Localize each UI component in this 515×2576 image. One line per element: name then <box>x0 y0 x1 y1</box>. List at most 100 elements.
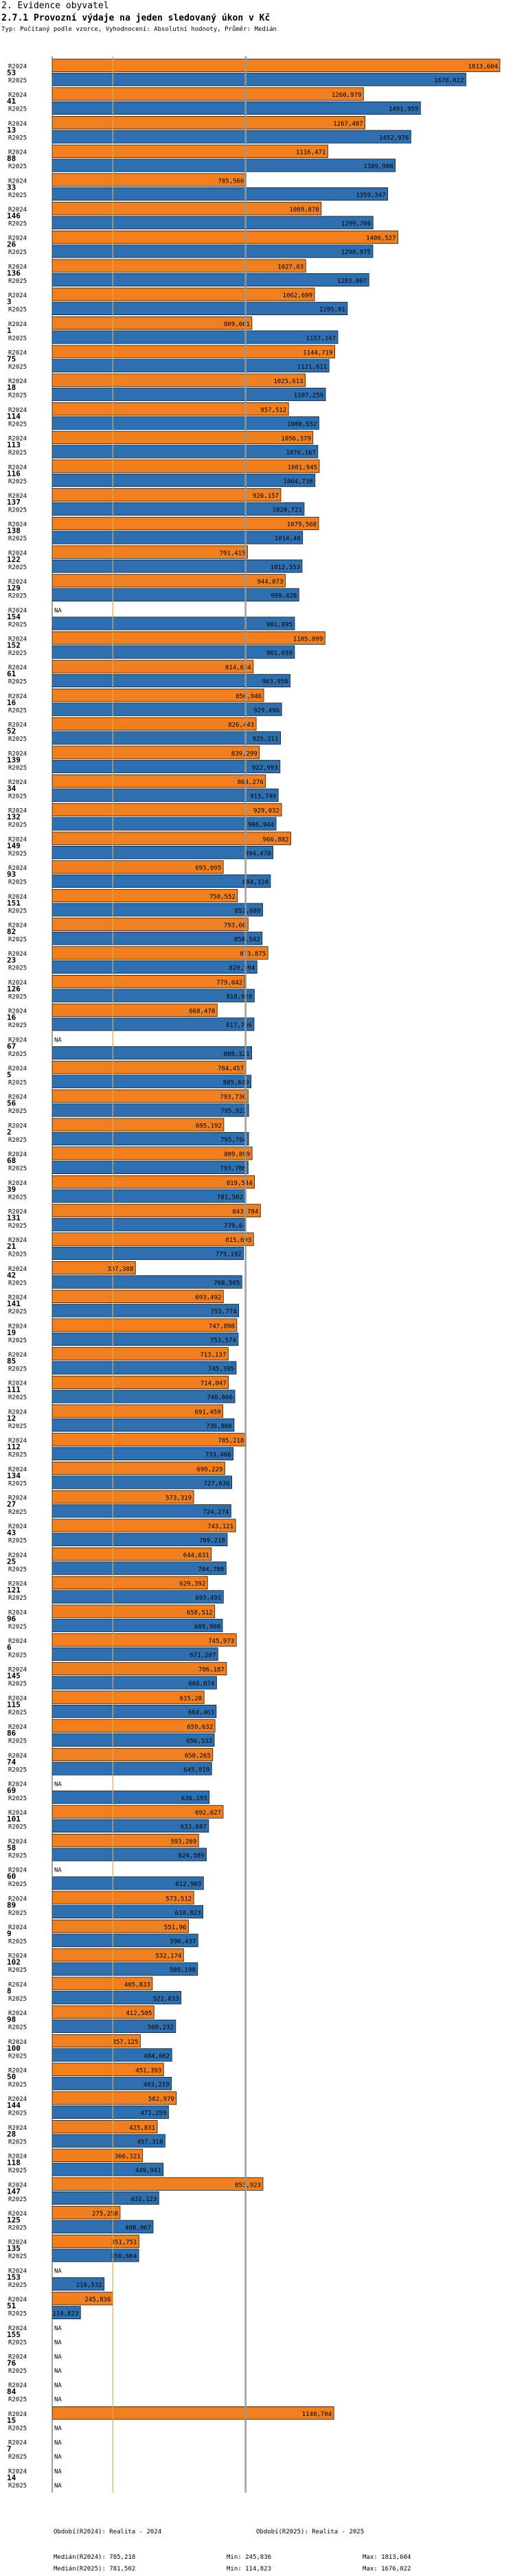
series-label: R2025 <box>8 2111 27 2117</box>
bar-value-label: 337,388 <box>107 1266 133 1273</box>
bar-value-label: 245,836 <box>84 2297 111 2303</box>
bar-value-label: 817,756 <box>226 1022 252 1029</box>
bar-value-label: 850,542 <box>234 936 260 943</box>
group-label: 89 <box>7 1900 16 1909</box>
bar-value-label: 926,157 <box>253 493 279 500</box>
bar-2024 <box>52 917 249 931</box>
bar-value-label: 853,923 <box>235 2182 261 2189</box>
series-label: R2024 <box>8 1467 27 1473</box>
bar-value-label: 1267,407 <box>333 121 363 128</box>
bar-value-label: 795,764 <box>220 1137 247 1144</box>
bar-value-label: NA <box>54 2483 62 2489</box>
bar-value-label: 573,319 <box>165 1495 192 1502</box>
series-label: R2025 <box>8 593 27 600</box>
series-label: R2024 <box>8 350 27 357</box>
bar-2024 <box>52 173 247 187</box>
series-label: R2024 <box>8 64 27 71</box>
bar-2024 <box>52 545 248 559</box>
bar-value-label: 805,639 <box>223 1080 249 1087</box>
group-label: 88 <box>7 154 16 163</box>
series-label: R2024 <box>8 1638 27 1645</box>
bar-value-label: 1140,704 <box>302 2411 332 2418</box>
bar-value-label: NA <box>54 1037 62 1044</box>
bar-value-label: 791,415 <box>220 550 246 557</box>
bar-value-label: 659,632 <box>187 1724 213 1731</box>
series-label: R2025 <box>8 1967 27 1974</box>
group-label: 118 <box>7 2159 21 2167</box>
group-label: 146 <box>7 211 21 220</box>
series-label: R2024 <box>8 1323 27 1330</box>
bar-2025 <box>52 1074 252 1088</box>
bar-2024 <box>52 202 322 216</box>
series-label: R2024 <box>8 1896 27 1902</box>
bar-2025 <box>52 1160 249 1174</box>
bar-value-label: 1283,067 <box>337 278 367 285</box>
group-label: 96 <box>7 1614 16 1623</box>
series-label: R2024 <box>8 2182 27 2189</box>
series-label: R2024 <box>8 608 27 614</box>
series-label: R2025 <box>8 1194 27 1201</box>
group-label: 76 <box>7 2359 16 2368</box>
bar-value-label: 793,786 <box>220 1166 246 1173</box>
bar-value-label: 750,552 <box>209 894 236 901</box>
group-label: 126 <box>7 985 21 993</box>
series-label: R2025 <box>8 2139 27 2146</box>
series-label: R2025 <box>8 1910 27 1917</box>
group-label: 50 <box>7 2073 16 2082</box>
bar-value-label: 775,192 <box>216 1252 242 1258</box>
bar-value-label: 785,218 <box>218 1438 244 1445</box>
series-label: R2024 <box>8 808 27 815</box>
series-label: R2024 <box>8 464 27 471</box>
group-label: 137 <box>7 498 21 507</box>
group-label: 138 <box>7 527 21 536</box>
bar-value-label: 1452,976 <box>379 135 409 141</box>
bar-2025 <box>52 130 411 143</box>
group-label: 58 <box>7 1843 16 1852</box>
bar-value-label: NA <box>54 2454 62 2461</box>
bar-2025 <box>52 387 326 402</box>
bar-value-label: 357,125 <box>112 2039 138 2046</box>
group-label: 14 <box>7 2473 16 2482</box>
series-label: R2025 <box>8 1996 27 2003</box>
series-label: R2025 <box>8 2053 27 2060</box>
bar-value-label: NA <box>54 2468 62 2475</box>
bar-2025 <box>52 788 279 802</box>
series-label: R2025 <box>8 2082 27 2089</box>
bar-value-label: 1389,988 <box>363 163 393 170</box>
group-label: 139 <box>7 755 21 764</box>
bar-2024 <box>52 259 306 273</box>
series-label: R2024 <box>8 1037 27 1044</box>
bar-2024 <box>52 373 306 387</box>
group-label: 68 <box>7 1156 16 1165</box>
bar-value-label: 693,491 <box>195 1595 221 1602</box>
bar-2024 <box>52 774 266 788</box>
series-label: R2025 <box>8 78 27 84</box>
bar-value-label: 745,973 <box>208 1638 234 1645</box>
bar-value-label: 658,512 <box>187 1609 213 1616</box>
bar-2025 <box>52 187 389 201</box>
series-label: R2024 <box>8 2154 27 2161</box>
group-label: 56 <box>7 1099 16 1108</box>
series-label: R2024 <box>8 1839 27 1845</box>
group-label: 125 <box>7 2216 21 2224</box>
series-label: R2025 <box>8 2311 27 2318</box>
series-label: R2025 <box>8 1252 27 1258</box>
bar-value-label: 1089,878 <box>289 207 319 214</box>
bar-2024 <box>52 316 253 330</box>
bar-2024 <box>52 574 286 588</box>
bar-value-label: 1299,766 <box>341 221 371 228</box>
bar-2024 <box>52 144 328 159</box>
bar-value-label: 957,512 <box>260 407 286 414</box>
chart-subtitle: Typ: Počítaný podle vzorce, Vyhodnocení:… <box>1 26 277 33</box>
bar-value-label: 740,066 <box>207 1394 233 1401</box>
bar-2025 <box>52 846 273 860</box>
bar-2025 <box>52 445 319 459</box>
series-label: R2025 <box>8 2425 27 2432</box>
group-label: 69 <box>7 1786 16 1795</box>
bar-value-label: 692,627 <box>195 1810 221 1817</box>
bar-value-label: 695,192 <box>196 1123 222 1129</box>
bar-2025 <box>52 702 282 716</box>
group-label: 135 <box>7 2244 21 2253</box>
series-label: R2025 <box>8 1366 27 1373</box>
group-label: 75 <box>7 355 16 364</box>
